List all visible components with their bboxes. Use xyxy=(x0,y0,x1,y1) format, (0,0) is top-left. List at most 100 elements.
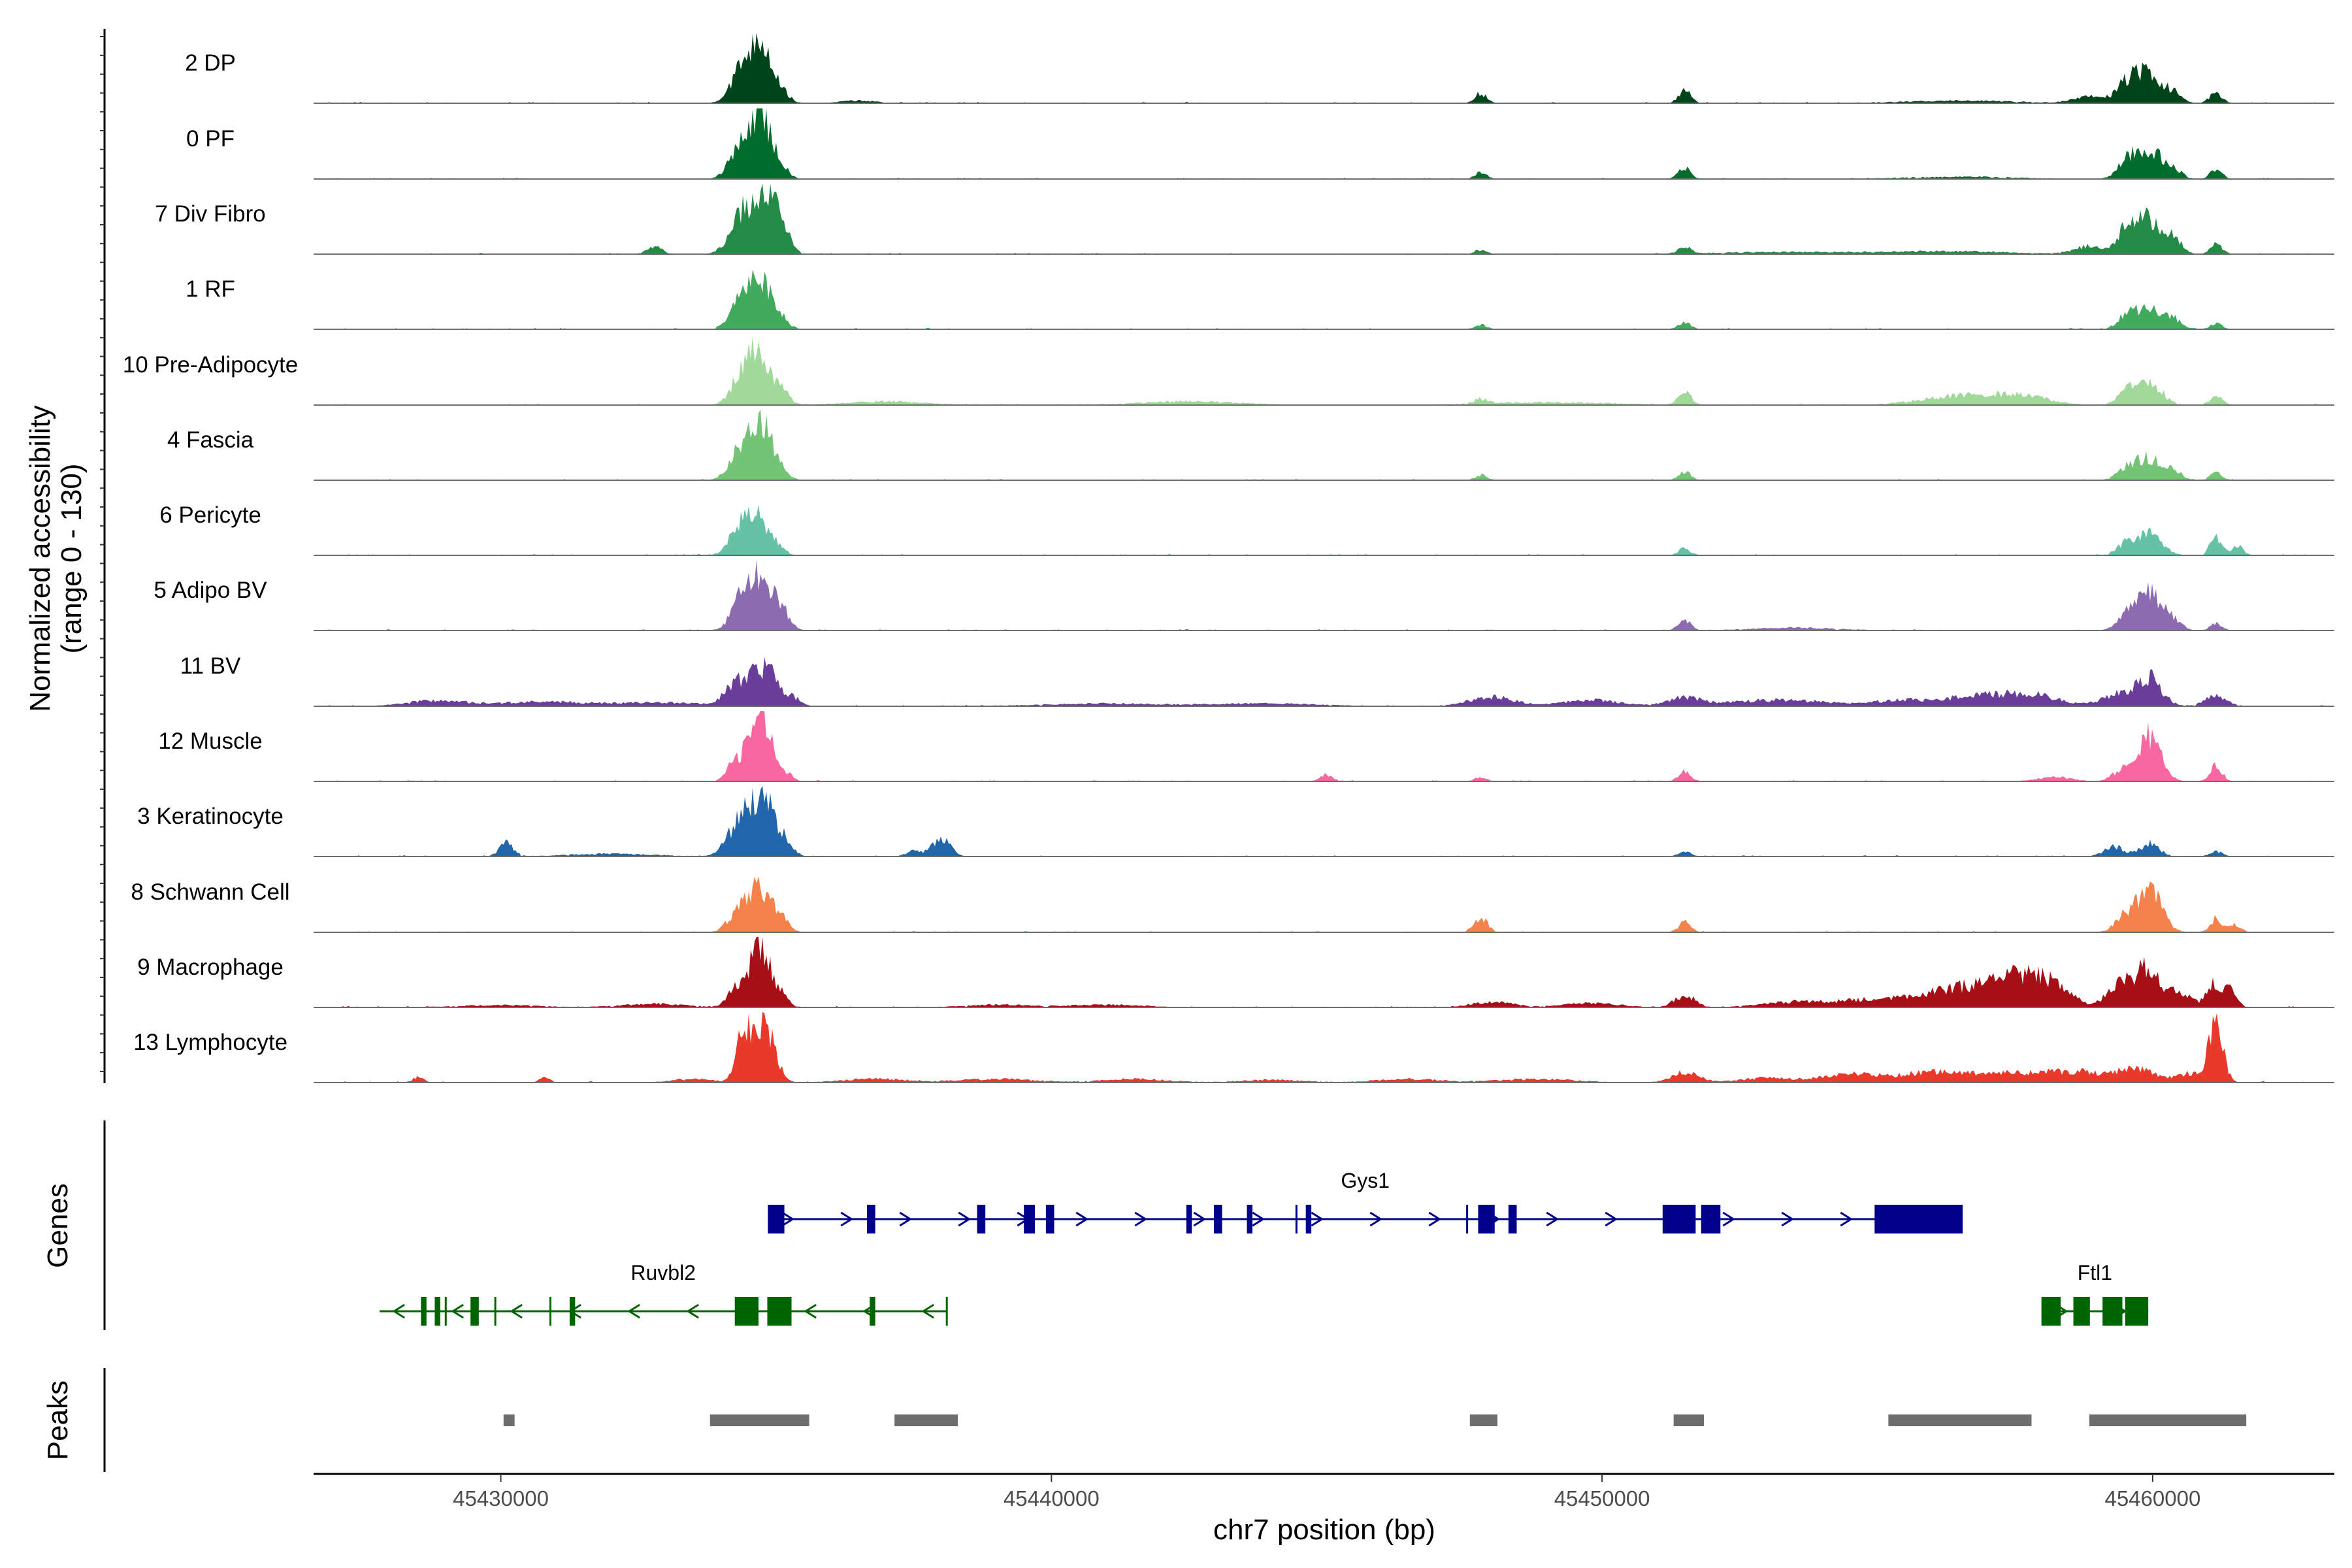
strand-arrow xyxy=(1546,1211,1560,1227)
strand-arrow xyxy=(781,1211,795,1227)
coverage-tracks: 2 DP 0 PF 7 Div Fibro 1 RF 10 Pre-Adipocyte 4… xyxy=(123,33,2334,1083)
coverage-track: 13 Lymphocyte xyxy=(133,1012,2334,1083)
strand-arrow xyxy=(627,1303,640,1319)
exon xyxy=(2102,1297,2123,1326)
coverage-track: 6 Pericyte xyxy=(159,502,2334,556)
strand-arrow xyxy=(686,1303,699,1319)
coverage-track: 2 DP xyxy=(185,33,2334,104)
coverage-track: 12 Muscle xyxy=(158,711,2334,782)
coverage-area xyxy=(314,184,2334,254)
track-label: 8 Schwann Cell xyxy=(131,879,289,905)
coverage-track: 4 Fascia xyxy=(167,410,2334,481)
x-tick-label: 45430000 xyxy=(453,1486,549,1511)
peak-region xyxy=(894,1414,958,1426)
strand-arrow xyxy=(510,1303,523,1319)
coverage-track: 9 Macrophage xyxy=(137,937,2334,1008)
track-label: 5 Adipo BV xyxy=(154,578,267,603)
track-label: 2 DP xyxy=(185,50,236,76)
gene-label: Ruvbl2 xyxy=(630,1261,696,1284)
coverage-area xyxy=(314,876,2334,932)
exon xyxy=(1045,1205,1054,1233)
peaks-panel-title: Peaks xyxy=(42,1380,74,1460)
exon xyxy=(2073,1297,2090,1326)
strand-arrow xyxy=(1605,1211,1618,1227)
exon xyxy=(470,1297,479,1326)
gene-model: Ftl1 xyxy=(2041,1261,2149,1326)
strand-arrow xyxy=(1428,1211,1442,1227)
strand-arrow xyxy=(921,1303,934,1319)
track-label: 7 Div Fibro xyxy=(155,201,265,227)
coverage-track: 11 BV xyxy=(180,653,2334,707)
strand-arrow xyxy=(1369,1211,1383,1227)
track-label: 10 Pre-Adipocyte xyxy=(123,352,298,378)
strand-arrow xyxy=(804,1303,817,1319)
track-label: 9 Macrophage xyxy=(137,955,284,980)
exon xyxy=(1213,1205,1222,1233)
coverage-area xyxy=(314,269,2334,329)
strand-arrow xyxy=(1722,1211,1736,1227)
y-axis-title-line1: Normalized accessibility xyxy=(24,405,56,711)
track-label: 11 BV xyxy=(180,653,241,679)
x-axis-title: chr7 position (bp) xyxy=(1213,1514,1435,1546)
exon xyxy=(1024,1205,1036,1233)
exon xyxy=(421,1297,427,1326)
coverage-area xyxy=(314,336,2334,405)
strand-arrow xyxy=(1193,1211,1207,1227)
exon xyxy=(866,1205,875,1233)
coverage-area xyxy=(314,560,2334,630)
coverage-area xyxy=(314,108,2334,179)
gene-annotation-panel: Gys1 Ruvbl2 Ftl1 xyxy=(380,1169,2149,1326)
peak-region xyxy=(710,1414,809,1426)
peak-region xyxy=(2089,1414,2247,1426)
exon xyxy=(1305,1205,1312,1233)
exon xyxy=(734,1297,759,1326)
x-tick-label: 45450000 xyxy=(1554,1486,1650,1511)
strand-arrow xyxy=(392,1303,405,1319)
gene-label: Gys1 xyxy=(1341,1169,1390,1192)
exon xyxy=(768,1205,785,1233)
strand-arrow xyxy=(1781,1211,1795,1227)
track-label: 6 Pericyte xyxy=(159,502,261,528)
strand-arrow xyxy=(1311,1211,1324,1227)
exon xyxy=(2041,1297,2061,1326)
coverage-track: 8 Schwann Cell xyxy=(131,876,2334,933)
exon xyxy=(2125,1297,2149,1326)
coverage-track: 5 Adipo BV xyxy=(154,560,2334,631)
exon xyxy=(569,1297,576,1326)
strand-arrow xyxy=(958,1211,972,1227)
peak-region xyxy=(1673,1414,1705,1426)
x-axis-ticks: 45430000 45440000 45450000 45460000 xyxy=(453,1474,2200,1511)
track-label: 13 Lymphocyte xyxy=(133,1030,287,1055)
coverage-area xyxy=(314,711,2334,781)
exon xyxy=(434,1297,440,1326)
track-label: 3 Keratinocyte xyxy=(137,804,284,829)
peak-region xyxy=(503,1414,515,1426)
exon xyxy=(1478,1205,1495,1233)
peak-region xyxy=(1888,1414,2032,1426)
strand-arrow xyxy=(899,1211,913,1227)
exon xyxy=(1508,1205,1517,1233)
peak-region xyxy=(1469,1414,1497,1426)
coverage-track: 1 RF xyxy=(186,269,2334,330)
coverage-area xyxy=(314,410,2334,480)
strand-arrow xyxy=(1840,1211,1854,1227)
coverage-area xyxy=(314,33,2334,103)
strand-arrow xyxy=(451,1303,464,1319)
coverage-area xyxy=(314,1012,2334,1083)
gene-model: Gys1 xyxy=(768,1169,1963,1233)
strand-arrow xyxy=(840,1211,854,1227)
x-tick-label: 45460000 xyxy=(2104,1486,2200,1511)
exon xyxy=(1874,1205,1963,1233)
coverage-area xyxy=(314,657,2334,706)
exon xyxy=(1701,1205,1721,1233)
track-label: 4 Fascia xyxy=(167,427,254,453)
y-axis-title-line2: (range 0 - 130) xyxy=(56,463,88,653)
coverage-track: 0 PF xyxy=(186,108,2334,180)
gene-label: Ftl1 xyxy=(2078,1261,2112,1284)
strand-arrow xyxy=(1252,1211,1266,1227)
coverage-area xyxy=(314,504,2334,555)
strand-arrow xyxy=(1134,1211,1148,1227)
coverage-track: 7 Div Fibro xyxy=(155,184,2334,255)
exon xyxy=(1186,1205,1192,1233)
